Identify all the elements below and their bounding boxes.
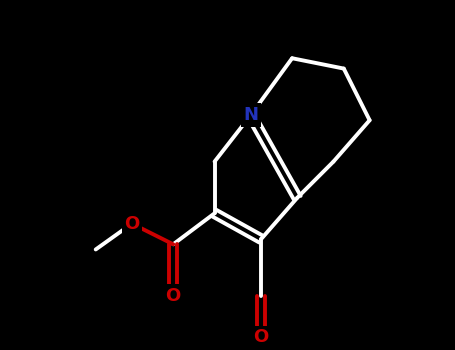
Text: O: O (124, 215, 140, 233)
Text: O: O (166, 287, 181, 305)
Text: N: N (243, 106, 258, 124)
Text: O: O (253, 328, 269, 346)
